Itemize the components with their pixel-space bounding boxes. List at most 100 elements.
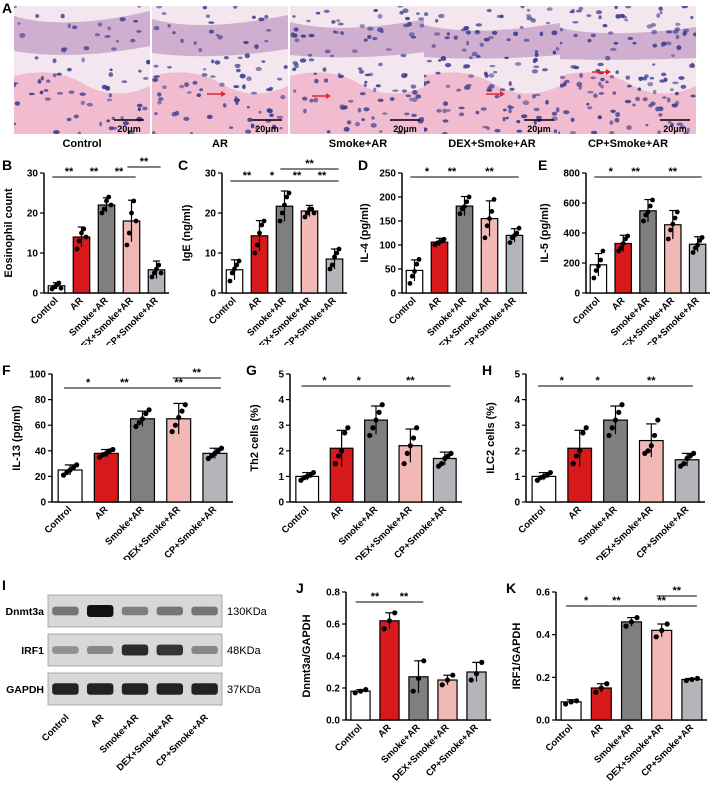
nucleus [14, 101, 20, 106]
nucleus [243, 40, 249, 45]
nucleus [142, 106, 148, 111]
significance-mark: ** [90, 166, 99, 178]
category-label-control: Control [333, 722, 365, 754]
panel-label-j: J [296, 580, 304, 596]
bar-dex-smoke-ar [300, 210, 319, 294]
nucleus [180, 38, 184, 43]
nucleus [526, 8, 531, 12]
nucleus [586, 102, 590, 106]
nucleus [615, 112, 621, 117]
nucleus [258, 110, 262, 114]
data-point [108, 202, 114, 208]
nucleus [157, 92, 162, 97]
data-point [414, 261, 420, 267]
nucleus [223, 56, 229, 60]
nucleus [56, 72, 62, 76]
category-label-control: Control [544, 722, 576, 754]
significance-mark: ** [140, 156, 149, 168]
y-tick-label: 800 [563, 169, 580, 180]
data-point [136, 420, 142, 426]
nucleus [446, 109, 451, 112]
nucleus [371, 116, 375, 120]
category-label-ar: AR [328, 504, 346, 522]
nucleus [595, 10, 603, 15]
nucleus [258, 17, 265, 22]
nucleus [28, 92, 35, 96]
nucleus [522, 100, 530, 105]
nucleus [242, 84, 246, 90]
nucleus [610, 47, 617, 51]
nucleus [475, 110, 480, 115]
significance-mark: * [357, 375, 362, 387]
nucleus [239, 73, 246, 79]
nucleus [519, 25, 524, 29]
data-point [421, 658, 427, 664]
nucleus [322, 67, 327, 72]
data-point [606, 432, 612, 439]
epithelium [14, 11, 150, 55]
y-tick-label: 40 [35, 446, 47, 457]
significance-mark: ** [400, 591, 409, 603]
panel-label-e: E [538, 157, 548, 173]
data-point [311, 210, 317, 216]
epithelium [290, 19, 426, 58]
panel-label-k: K [506, 580, 517, 596]
nucleus [642, 97, 648, 102]
histology-svg-4: 20μm [560, 6, 696, 134]
nucleus [443, 101, 448, 107]
data-point [573, 698, 580, 704]
nucleus [121, 80, 128, 84]
nucleus [367, 34, 372, 39]
nucleus [675, 34, 680, 40]
category-label-control: Control [280, 504, 312, 536]
nucleus [269, 113, 274, 117]
nucleus [399, 10, 404, 15]
nucleus [405, 16, 410, 21]
nucleus [293, 27, 299, 32]
nucleus [533, 120, 537, 125]
nucleus [474, 30, 481, 35]
nucleus [486, 8, 492, 13]
nucleus [133, 20, 138, 23]
nucleus [570, 65, 577, 69]
nucleus [245, 129, 252, 134]
nucleus [234, 63, 241, 68]
nucleus [440, 56, 447, 61]
nucleus [198, 48, 203, 53]
nucleus [313, 72, 317, 76]
nucleus [104, 35, 111, 38]
nucleus [426, 80, 430, 84]
nucleus [609, 75, 614, 79]
data-point [133, 218, 139, 224]
data-point [616, 409, 622, 415]
data-point [404, 450, 410, 456]
nucleus [56, 92, 64, 95]
y-tick-label: 0 [40, 498, 46, 509]
nucleus [108, 72, 114, 77]
nucleus [573, 33, 578, 38]
data-point [254, 242, 260, 248]
epithelium [424, 23, 560, 59]
nucleus [346, 120, 352, 125]
nucleus [533, 107, 540, 112]
nucleus [375, 84, 381, 88]
nucleus [292, 33, 298, 38]
data-point [259, 222, 265, 228]
data-point [357, 688, 364, 694]
panel-label-h: H [482, 362, 493, 378]
nucleus [326, 130, 331, 134]
data-point [282, 202, 287, 208]
nucleus [424, 81, 427, 86]
histology-svg-0: 20μm [14, 6, 150, 134]
nucleus [315, 11, 321, 15]
category-label-ar: AR [68, 295, 86, 313]
nucleus [201, 73, 208, 77]
data-point [386, 618, 393, 624]
nucleus [292, 67, 297, 71]
significance-mark: * [425, 166, 430, 178]
nucleus [598, 81, 602, 87]
nucleus [234, 96, 238, 101]
nucleus [400, 53, 407, 58]
nucleus [276, 115, 284, 119]
